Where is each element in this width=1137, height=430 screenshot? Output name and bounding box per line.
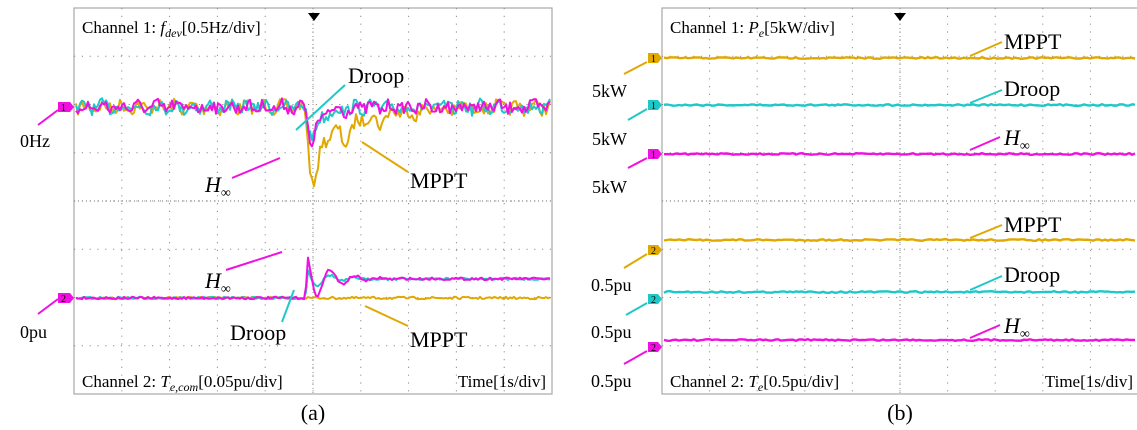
panel-a-mppt-bot-arrow [364,305,409,327]
panel-a-ch1-trace-hinf [75,97,551,148]
panel-b-trigger-marker [894,13,906,21]
panel-b-ref-top-3: 5kW [592,177,627,197]
panel-a-ch1-ref: 0Hz [20,131,50,151]
panel-a-hinf-bot-arrow [225,251,283,271]
svg-text:1: 1 [651,54,656,65]
panel-a-trigger-marker [308,13,320,21]
panel-a-hinf-bot-label: H∞ [204,268,231,297]
panel-a-ch2-ref: 0pu [20,322,47,342]
panel-b-droop-ch1-marker: 1 [648,100,662,112]
panel-a-droop-top-label: Droop [348,63,404,88]
panel-b-mppt-ch2-marker: 2 [648,245,662,257]
panel-b-ch2-label: Channel 2: Te[0.5pu/div] [670,372,839,394]
panel-a-ch1-ref-arrow [37,109,59,126]
panel-b-ch1-label: Channel 1: Pe[5kW/div] [670,18,835,40]
panel-b-hinf-bot-label: H∞ [1003,313,1030,342]
panel-a-time-label: Time[1s/div] [458,372,546,391]
panel-b-ref-bot-1: 0.5pu [591,275,632,295]
panel-a: Channel 1: fdev[0.5Hz/div] Channel 2: Te… [20,7,553,425]
panel-b-mppt-bot-arrow [969,224,1003,239]
panel-b-ref-bot-3: 0.5pu [591,371,632,391]
svg-text:1: 1 [651,150,656,161]
svg-text:2: 2 [651,246,656,257]
panel-b-ch2-trace-hinf [663,338,1136,342]
svg-text:1: 1 [651,101,656,112]
panel-b-hinf-top-label: H∞ [1003,125,1030,154]
panel-a-droop-top-arrow [295,84,346,131]
panel-b-ch2-trace-mppt [663,238,1136,242]
panel-a-ch2-label: Channel 2: Te,com[0.05pu/div] [82,372,283,394]
panel-b-droop-bot-arrow [969,275,1003,291]
panel-b-caption: (b) [887,400,913,425]
panel-b-ref5-arrow [625,302,648,316]
panel-a-droop-bot-arrow [281,289,295,323]
panel-a-ch1-trace-droop [75,97,551,142]
svg-text:2: 2 [651,343,656,354]
panel-b-mppt-top-arrow [969,41,1003,57]
panel-b-hinf-bot-arrow [969,324,1001,339]
panel-b-grid [662,8,1137,394]
panel-b-ref-top-1: 5kW [592,81,627,101]
panel-b-ref2-arrow [627,108,648,121]
panel-b-mppt-ch1-marker: 1 [648,53,662,65]
panel-b: Channel 1: Pe[5kW/div] Channel 2: Te[0.5… [591,7,1137,425]
panel-b-ref1-arrow [623,61,648,75]
panel-a-hinf-top-arrow [231,157,281,179]
panel-a-caption: (a) [301,400,325,425]
panel-a-mppt-bot-label: MPPT [410,327,468,352]
panel-b-hinf-ch2-marker: 2 [648,342,662,354]
panel-a-ch2-trace-hinf [75,256,550,301]
panel-b-mppt-top-label: MPPT [1004,29,1062,54]
svg-text:1: 1 [61,103,66,114]
panel-b-time-label: Time[1s/div] [1045,372,1133,391]
panel-a-ch1-marker: 1 [58,102,74,114]
panel-b-ch1-trace-mppt [663,56,1136,60]
panel-b-traces [663,56,1136,342]
panel-a-traces [75,97,551,301]
panel-b-droop-ch2-marker: 2 [648,294,662,306]
panel-b-ch1-trace-droop [663,103,1136,107]
panel-b-hinf-top-arrow [969,136,1001,151]
panel-a-mppt-top-label: MPPT [410,168,468,193]
panel-b-hinf-ch1-marker: 1 [648,149,662,161]
panel-b-ref6-arrow [623,350,648,365]
panel-b-mppt-bot-label: MPPT [1004,212,1062,237]
panel-b-droop-top-arrow [969,89,1003,104]
panel-a-ch2-marker: 2 [58,293,74,305]
panel-a-mppt-top-arrow [361,141,409,173]
panel-b-ref-bot-2: 0.5pu [591,322,632,342]
panel-b-ref3-arrow [627,157,648,169]
panel-a-ch2-ref-arrow [37,298,59,315]
panel-b-ch2-trace-droop [663,290,1136,294]
panel-a-droop-bot-label: Droop [230,320,286,345]
panel-b-ref4-arrow [623,253,648,269]
panel-b-ref-top-2: 5kW [592,129,627,149]
panel-b-ch1-trace-hinf [663,152,1136,156]
panel-a-ch1-label: Channel 1: fdev[0.5Hz/div] [82,18,261,40]
svg-text:2: 2 [651,295,656,306]
svg-text:2: 2 [61,294,66,305]
panel-b-droop-bot-label: Droop [1004,262,1060,287]
panel-a-hinf-top-label: H∞ [204,172,231,201]
panel-b-droop-top-label: Droop [1004,76,1060,101]
